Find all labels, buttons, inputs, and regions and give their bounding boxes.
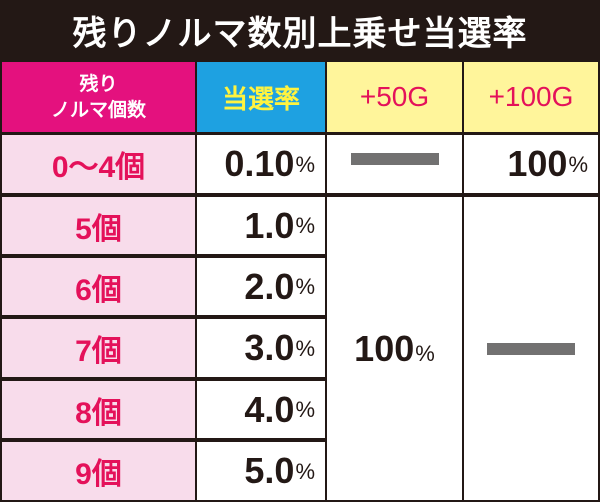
percent-sign: % [415,340,435,366]
rate-value: 3.0 [244,327,295,368]
header-remaining-line2: ノルマ個数 [50,99,146,121]
percent-sign: % [295,213,315,238]
dash-none-icon [350,153,439,165]
table-title: 残りノルマ数別上乗せ当選率 [72,13,528,54]
row-label: 7個 [2,319,195,377]
rate-value: 1.0 [244,204,295,246]
merged-plus50: 100% [327,197,462,500]
row-rate: 3.0% [197,319,325,377]
rate-value: 5.0 [244,450,295,491]
header-plus50: +50G [327,62,462,132]
percent-sign: % [295,336,315,361]
row-label: 8個 [2,381,195,438]
row-label: 0〜4個 [2,135,195,193]
row-label: 5個 [2,197,195,254]
percent-sign: % [568,152,588,177]
header-rate: 当選率 [197,62,325,132]
percent-sign: % [295,274,315,299]
rate-value: 4.0 [244,388,295,430]
percent-sign: % [295,152,315,177]
row-rate: 4.0% [197,381,325,438]
row-label: 6個 [2,258,195,315]
row-rate: 5.0% [197,442,325,500]
row-label: 9個 [2,442,195,500]
plus100-value: 100 [507,143,568,184]
percent-sign: % [295,397,315,422]
percent-sign: % [295,459,315,484]
rate-value: 0.10 [224,143,295,184]
header-plus100: +100G [464,62,598,132]
row-rate: 1.0% [197,197,325,254]
merged-plus50-value: 100 [354,327,415,369]
row-plus50 [327,135,462,193]
row-plus100: 100% [464,135,598,193]
header-remaining-quota: 残り ノルマ個数 [2,62,195,132]
header-remaining-line1: 残り [79,73,118,95]
merged-plus100 [464,197,598,500]
row-rate: 2.0% [197,258,325,315]
row-rate: 0.10% [197,135,325,193]
dash-none-icon [487,342,575,355]
rate-value: 2.0 [244,265,295,307]
